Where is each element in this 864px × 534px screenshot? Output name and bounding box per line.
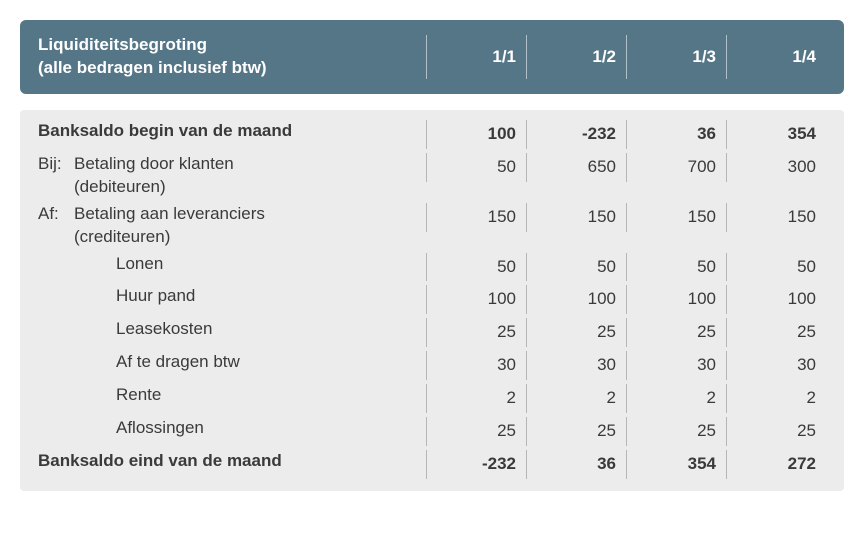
cell: 50 bbox=[526, 253, 626, 282]
col-header: 1/1 bbox=[426, 35, 526, 79]
cell: 700 bbox=[626, 153, 726, 182]
row-label-text: Af te dragen btw bbox=[116, 352, 240, 371]
row-label: Rente bbox=[38, 384, 426, 407]
row-label-text: Betaling aan leveranciers bbox=[74, 204, 265, 223]
row-label: Af:Betaling aan leveranciers (crediteuren… bbox=[38, 203, 426, 249]
row-values: 2222 bbox=[426, 384, 826, 413]
table-title: Liquiditeitsbegroting (alle bedragen inc… bbox=[38, 34, 426, 80]
row-label: Huur pand bbox=[38, 285, 426, 308]
row-values: -23236354272 bbox=[426, 450, 826, 479]
table-body: Banksaldo begin van de maand100-23236354… bbox=[20, 110, 844, 491]
row-label-text: Rente bbox=[116, 385, 161, 404]
row-sublabel: (crediteuren) bbox=[38, 226, 416, 249]
liquidity-table: Liquiditeitsbegroting (alle bedragen inc… bbox=[20, 20, 844, 491]
col-header: 1/2 bbox=[526, 35, 626, 79]
cell: 272 bbox=[726, 450, 826, 479]
row-values: 100-23236354 bbox=[426, 120, 826, 149]
row-prefix: Af: bbox=[38, 203, 74, 226]
row-label: Leasekosten bbox=[38, 318, 426, 341]
cell: 30 bbox=[626, 351, 726, 380]
table-row: Banksaldo eind van de maand -23236354272 bbox=[38, 448, 826, 481]
cell: 25 bbox=[726, 318, 826, 347]
cell: 2 bbox=[626, 384, 726, 413]
row-label-text: Banksaldo begin van de maand bbox=[38, 121, 292, 140]
col-header: 1/3 bbox=[626, 35, 726, 79]
row-label: Aflossingen bbox=[38, 417, 426, 440]
table-row: Af te dragen btw30303030 bbox=[38, 349, 826, 382]
cell: 150 bbox=[426, 203, 526, 232]
row-label-text: Leasekosten bbox=[116, 319, 212, 338]
row-values: 50505050 bbox=[426, 253, 826, 282]
cell: 100 bbox=[426, 120, 526, 149]
cell: 30 bbox=[526, 351, 626, 380]
cell: 650 bbox=[526, 153, 626, 182]
cell: 25 bbox=[426, 417, 526, 446]
cell: -232 bbox=[426, 450, 526, 479]
row-label-text: Aflossingen bbox=[116, 418, 204, 437]
cell: 300 bbox=[726, 153, 826, 182]
cell: 2 bbox=[526, 384, 626, 413]
cell: 50 bbox=[426, 253, 526, 282]
row-label-text: Betaling door klanten bbox=[74, 154, 234, 173]
cell: 25 bbox=[526, 417, 626, 446]
cell: 2 bbox=[726, 384, 826, 413]
title-line-2: (alle bedragen inclusief btw) bbox=[38, 58, 267, 77]
cell: 354 bbox=[726, 120, 826, 149]
table-row: Bij:Betaling door klanten (debiteuren) 506… bbox=[38, 151, 826, 201]
table-row: Rente2222 bbox=[38, 382, 826, 415]
row-values: 30303030 bbox=[426, 351, 826, 380]
row-label: Banksaldo eind van de maand bbox=[38, 450, 426, 473]
table-row: Aflossingen25252525 bbox=[38, 415, 826, 448]
row-label: Lonen bbox=[38, 253, 426, 276]
cell: 30 bbox=[426, 351, 526, 380]
title-line-1: Liquiditeitsbegroting bbox=[38, 35, 207, 54]
column-headers: 1/1 1/2 1/3 1/4 bbox=[426, 35, 826, 79]
row-label: Banksaldo begin van de maand bbox=[38, 120, 426, 143]
cell: 100 bbox=[526, 285, 626, 314]
cell: 354 bbox=[626, 450, 726, 479]
row-label-text: Lonen bbox=[116, 254, 163, 273]
table-row: Lonen50505050 bbox=[38, 251, 826, 284]
cell: 2 bbox=[426, 384, 526, 413]
table-row: Huur pand100100100100 bbox=[38, 283, 826, 316]
cell: 30 bbox=[726, 351, 826, 380]
cell: 100 bbox=[426, 285, 526, 314]
cell: 25 bbox=[626, 417, 726, 446]
row-label: Bij:Betaling door klanten (debiteuren) bbox=[38, 153, 426, 199]
row-sublabel: (debiteuren) bbox=[38, 176, 416, 199]
cell: 150 bbox=[626, 203, 726, 232]
cell: 25 bbox=[726, 417, 826, 446]
table-header: Liquiditeitsbegroting (alle bedragen inc… bbox=[20, 20, 844, 94]
cell: 25 bbox=[626, 318, 726, 347]
table-row: Leasekosten25252525 bbox=[38, 316, 826, 349]
col-header: 1/4 bbox=[726, 35, 826, 79]
cell: 50 bbox=[426, 153, 526, 182]
cell: 150 bbox=[526, 203, 626, 232]
cell: 25 bbox=[426, 318, 526, 347]
cell: -232 bbox=[526, 120, 626, 149]
cell: 100 bbox=[726, 285, 826, 314]
row-label-text: Huur pand bbox=[116, 286, 195, 305]
row-values: 150150150150 bbox=[426, 203, 826, 232]
table-row: Af:Betaling aan leveranciers (crediteuren… bbox=[38, 201, 826, 251]
cell: 36 bbox=[526, 450, 626, 479]
row-values: 25252525 bbox=[426, 417, 826, 446]
table-row: Banksaldo begin van de maand 100-23236354 bbox=[38, 118, 826, 151]
cell: 150 bbox=[726, 203, 826, 232]
cell: 100 bbox=[626, 285, 726, 314]
row-values: 100100100100 bbox=[426, 285, 826, 314]
row-prefix: Bij: bbox=[38, 153, 74, 176]
row-label-text: Banksaldo eind van de maand bbox=[38, 451, 282, 470]
cell: 50 bbox=[726, 253, 826, 282]
cell: 36 bbox=[626, 120, 726, 149]
row-values: 25252525 bbox=[426, 318, 826, 347]
cell: 50 bbox=[626, 253, 726, 282]
row-values: 50650700300 bbox=[426, 153, 826, 182]
row-label: Af te dragen btw bbox=[38, 351, 426, 374]
cell: 25 bbox=[526, 318, 626, 347]
